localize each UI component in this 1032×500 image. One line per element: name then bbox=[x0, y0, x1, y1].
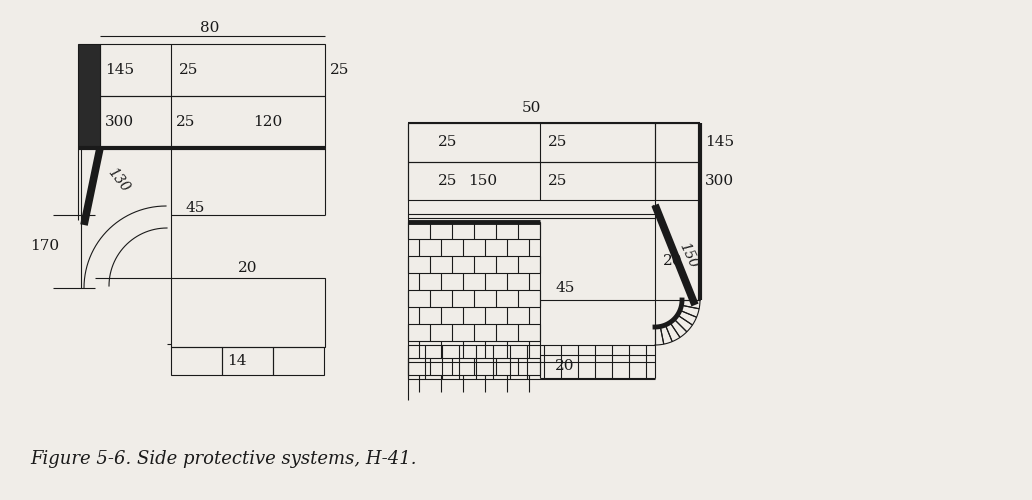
Text: 25: 25 bbox=[438, 135, 457, 149]
Text: 120: 120 bbox=[253, 115, 282, 129]
Text: 80: 80 bbox=[200, 21, 220, 35]
Bar bbox=[408, 123, 655, 162]
Bar bbox=[222, 347, 273, 375]
Text: 20: 20 bbox=[555, 359, 575, 373]
Text: 14: 14 bbox=[227, 354, 247, 368]
Text: 25: 25 bbox=[330, 63, 350, 77]
Text: 25: 25 bbox=[548, 174, 568, 188]
Text: 45: 45 bbox=[186, 201, 205, 215]
Text: 145: 145 bbox=[705, 135, 734, 149]
Bar bbox=[655, 162, 700, 200]
Text: 45: 45 bbox=[555, 281, 575, 295]
Text: 25: 25 bbox=[176, 115, 195, 129]
Bar bbox=[655, 123, 700, 162]
Bar bbox=[171, 278, 325, 347]
Text: 25: 25 bbox=[438, 174, 457, 188]
Text: 145: 145 bbox=[105, 63, 134, 77]
Text: 20: 20 bbox=[238, 261, 258, 275]
Bar bbox=[78, 44, 100, 148]
Bar bbox=[100, 44, 325, 96]
Text: 170: 170 bbox=[30, 239, 59, 253]
Text: 300: 300 bbox=[705, 174, 734, 188]
Text: Figure 5-6. Side protective systems, H-41.: Figure 5-6. Side protective systems, H-4… bbox=[30, 450, 417, 468]
Bar bbox=[171, 347, 222, 375]
Text: 300: 300 bbox=[105, 115, 134, 129]
Text: 130: 130 bbox=[104, 165, 132, 195]
Bar bbox=[100, 96, 325, 148]
Text: 25: 25 bbox=[179, 63, 198, 77]
Bar bbox=[273, 347, 324, 375]
Bar bbox=[408, 162, 655, 200]
Text: 20: 20 bbox=[663, 254, 682, 268]
Text: 150: 150 bbox=[676, 240, 700, 270]
Text: 50: 50 bbox=[521, 101, 541, 115]
Text: 25: 25 bbox=[548, 135, 568, 149]
Text: 150: 150 bbox=[467, 174, 497, 188]
